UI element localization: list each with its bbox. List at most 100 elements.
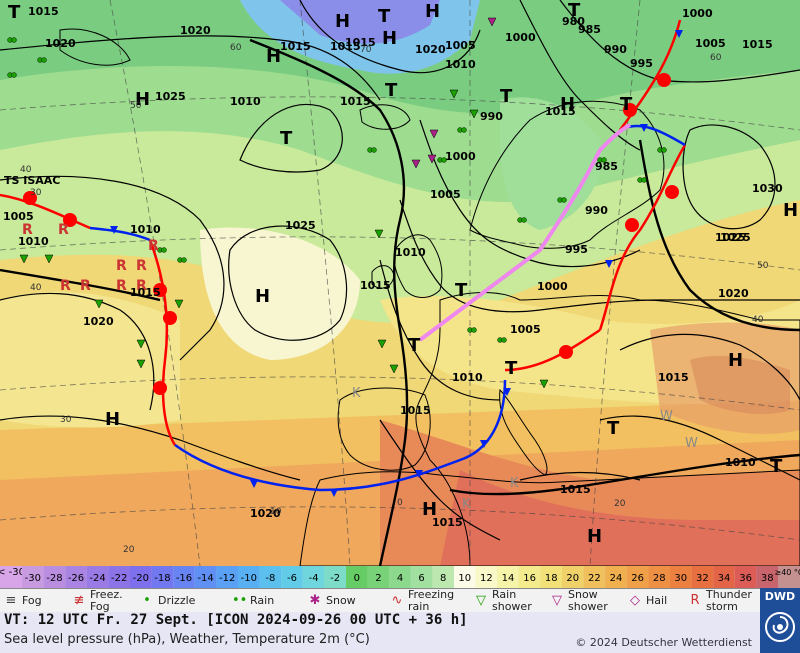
scale-step-label: -12 bbox=[219, 573, 235, 584]
legend-item: ≡ Fog bbox=[4, 589, 80, 613]
front-symbols bbox=[23, 30, 683, 497]
isobar-label: 1000 bbox=[445, 150, 476, 163]
low-pressure-center: T bbox=[455, 280, 468, 301]
legend-label: Rain bbox=[250, 594, 275, 607]
low-pressure-center: T bbox=[378, 6, 391, 27]
freezing-rain-icon: ∿ bbox=[391, 593, 403, 608]
isobar-label: 1025 bbox=[720, 231, 751, 244]
graticule-label: 50 bbox=[757, 261, 769, 271]
isobar-label: 990 bbox=[480, 110, 503, 123]
legend-label: Freez. Fog bbox=[90, 588, 123, 613]
logo-text: DWD bbox=[764, 590, 796, 603]
scale-step-label: 20 bbox=[566, 573, 579, 584]
main-isobars bbox=[0, 38, 800, 566]
isobar-label: 995 bbox=[630, 57, 653, 70]
graticule-label: 40 bbox=[752, 315, 764, 325]
legend-label: Hail bbox=[646, 594, 668, 607]
svg-text:R: R bbox=[136, 258, 147, 274]
hail-icon: ◇ bbox=[630, 593, 640, 608]
scale-over-label: ≥40 °C bbox=[774, 568, 800, 577]
legend-label: Thunder storm bbox=[706, 588, 752, 613]
high-pressure-center: H bbox=[425, 1, 440, 22]
graticule-label: 30 bbox=[30, 188, 42, 198]
storm-label: TS ISAAC bbox=[4, 174, 60, 187]
scale-step-label: 34 bbox=[718, 573, 731, 584]
isobar-label: 1010 bbox=[395, 246, 426, 259]
scale-step bbox=[346, 566, 368, 588]
scale-step bbox=[173, 566, 195, 588]
isobar-label: 1010 bbox=[18, 235, 49, 248]
scale-step-label: 4 bbox=[397, 573, 403, 584]
scale-step bbox=[583, 566, 606, 588]
scale-step bbox=[43, 566, 66, 588]
graticule-label: 10 bbox=[270, 507, 282, 517]
scale-step bbox=[259, 566, 282, 588]
scale-step bbox=[22, 566, 44, 588]
rain-symbols bbox=[7, 37, 667, 343]
high-pressure-center: H bbox=[422, 499, 437, 520]
low-pressure-center: T bbox=[505, 358, 518, 379]
scale-step bbox=[194, 566, 217, 588]
high-pressure-center: H bbox=[560, 94, 575, 115]
scale-step-label: -14 bbox=[197, 573, 213, 584]
isobar-label: 1015 bbox=[560, 483, 591, 496]
scale-step-label: 0 bbox=[354, 573, 360, 584]
svg-text:R: R bbox=[22, 222, 33, 238]
isobar-label: 985 bbox=[595, 160, 618, 173]
fog-icon: ≡ bbox=[5, 593, 17, 608]
isobar-label: 985 bbox=[578, 23, 601, 36]
isobar-label: 1015 bbox=[280, 40, 311, 53]
graticule-label: 20 bbox=[614, 499, 626, 509]
scale-step bbox=[454, 566, 476, 588]
scale-step-label: -28 bbox=[46, 573, 62, 584]
scale-step-label: -6 bbox=[287, 573, 297, 584]
scale-step-label: 14 bbox=[502, 573, 515, 584]
grid-labels: 40 50 60 70 30 20 10 0 40 50 60 20 40 30 bbox=[20, 43, 769, 555]
graticule-label: 60 bbox=[710, 53, 722, 63]
cold-front-iberia bbox=[174, 379, 507, 492]
low-pressure-center: T bbox=[280, 128, 293, 149]
isobar-label: 990 bbox=[604, 43, 627, 56]
high-pressure-center: H bbox=[255, 286, 270, 307]
warm-front-europe bbox=[504, 328, 601, 372]
isobar-label: 1010 bbox=[230, 95, 261, 108]
low-pressure-center: T bbox=[770, 456, 783, 477]
isobar-label: 1020 bbox=[180, 24, 211, 37]
isobar-label: 1015 bbox=[400, 404, 431, 417]
scale-step bbox=[562, 566, 584, 588]
terrain-letter: W bbox=[660, 409, 673, 424]
scale-step bbox=[238, 566, 260, 588]
rain-shower-symbols bbox=[19, 89, 549, 389]
legend-item: ▽ Snow shower bbox=[550, 589, 626, 613]
isobar-label: 980 bbox=[562, 15, 585, 28]
warm-front-baltic bbox=[598, 144, 687, 331]
isobar-label: 1015 bbox=[658, 371, 689, 384]
valid-time: VT: 12 UTC Fr. 27 Sept. [ICON 2024-09-26… bbox=[4, 612, 468, 628]
scale-step-label: 22 bbox=[588, 573, 601, 584]
scale-step bbox=[216, 566, 238, 588]
scale-step bbox=[432, 566, 454, 588]
high-pressure-center: H bbox=[135, 89, 150, 110]
high-pressure-center: H bbox=[587, 526, 602, 547]
legend-item: R Thunder storm bbox=[688, 589, 764, 613]
scale-step-label: -20 bbox=[133, 573, 149, 584]
scale-step-label: 28 bbox=[653, 573, 666, 584]
legend-item: ◇ Hail bbox=[628, 589, 704, 613]
freezing-fog-icon: ≢ bbox=[73, 593, 85, 608]
logo-swirl-icon bbox=[765, 612, 795, 642]
scale-step bbox=[540, 566, 562, 588]
legend-label: Drizzle bbox=[158, 594, 196, 607]
graticule bbox=[0, 0, 800, 566]
scale-step bbox=[108, 566, 130, 588]
graticule-label: 20 bbox=[123, 545, 135, 555]
terrain-letters: K K WW K bbox=[352, 386, 698, 512]
scale-step-label: 36 bbox=[739, 573, 752, 584]
legend-label: Fog bbox=[22, 594, 42, 607]
scale-step-label: -30 bbox=[25, 573, 41, 584]
low-pressure-center: T bbox=[607, 418, 620, 439]
cold-front bbox=[89, 226, 151, 242]
scale-step-label: -26 bbox=[68, 573, 84, 584]
scale-step bbox=[302, 566, 325, 588]
